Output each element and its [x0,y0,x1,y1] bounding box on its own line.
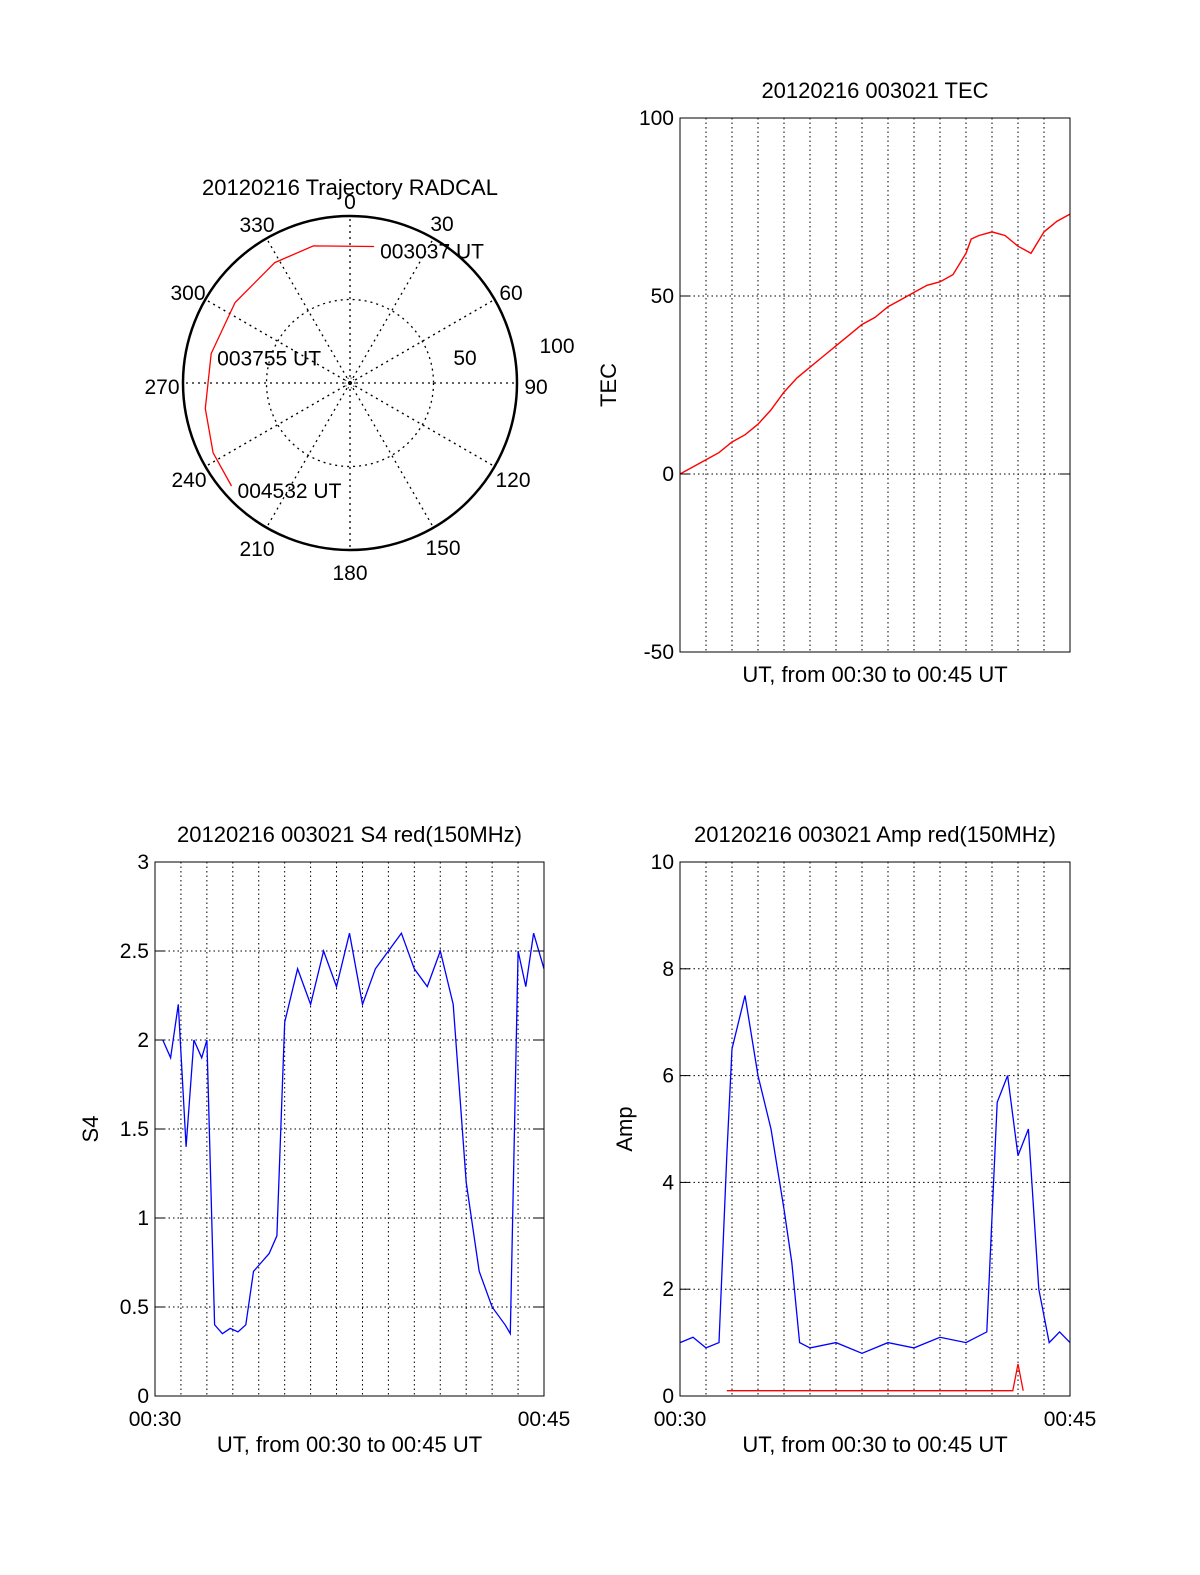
y-tick-label: -50 [644,641,674,664]
y-axis-label: S4 [78,1116,103,1143]
x-tick-label: 00:45 [1044,1408,1097,1431]
polar-spoke [349,382,495,468]
polar-spoke [265,238,351,384]
x-axis-label: UT, from 00:30 to 00:45 UT [742,1432,1007,1457]
polar-angle-label: 240 [171,469,206,492]
amp-line-chart: 20120216 003021 Amp red(150MHz) 0 2 4 6 8 10 00… [612,822,1096,1457]
y-tick-label: 8 [662,958,674,981]
x-tick-label: 00:30 [654,1408,707,1431]
y-tick-label: 0 [137,1385,149,1408]
series-line [679,213,1071,475]
trajectory-time-label: 004532 UT [238,480,342,503]
polar-spoke [265,382,351,528]
polar-angle-label: 0 [344,191,356,214]
y-tick-label: 6 [662,1065,674,1088]
polar-spoke [205,382,351,468]
series-line [679,995,1071,1355]
x-tick-label: 00:30 [129,1408,182,1431]
x-axis-label: UT, from 00:30 to 00:45 UT [217,1432,482,1457]
y-tick-label: 10 [651,851,674,874]
trajectory-series-line [204,245,375,487]
y-tick-label: 50 [651,285,674,308]
x-tick-label: 00:45 [518,1408,571,1431]
chart-title: 20120216 003021 Amp red(150MHz) [694,822,1056,847]
plot-frame [679,117,1071,653]
polar-spoke [349,382,435,528]
chart-title: 20120216 003021 TEC [761,78,988,103]
polar-angle-label: 270 [144,376,179,399]
y-tick-label: 0.5 [120,1296,149,1319]
polar-angle-label: 60 [499,282,522,305]
y-axis-label: TEC [596,363,621,407]
polar-angle-label: 30 [430,213,453,236]
y-tick-label: 2 [662,1278,674,1301]
y-axis-label: Amp [612,1106,637,1151]
x-axis-label: UT, from 00:30 to 00:45 UT [742,662,1007,687]
s4-line-chart: 20120216 003021 S4 red(150MHz) 0 0.5 1 1.5 2 2… [78,822,570,1457]
polar-angle-label: 90 [524,376,547,399]
y-tick-label: 100 [639,107,674,130]
series-line [726,1363,1024,1392]
y-tick-label: 0 [662,1385,674,1408]
y-tick-label: 2.5 [120,940,149,963]
y-tick-label: 0 [662,463,674,486]
y-tick-label: 1 [137,1207,149,1230]
polar-outer-circle [181,214,519,552]
polar-angle-label: 300 [170,282,205,305]
trajectory-time-label: 003755 UT [217,347,321,370]
polar-center [344,377,356,389]
polar-radius-label: 100 [539,335,574,358]
chart-title: 20120216 003021 S4 red(150MHz) [177,822,522,847]
y-tick-label: 3 [137,851,149,874]
polar-inner-circle [265,298,435,468]
polar-angle-label: 210 [239,538,274,561]
polar-spoke [349,238,435,384]
plot-frame [679,861,1071,1397]
polar-spoke [349,298,495,384]
y-tick-label: 1.5 [120,1118,149,1141]
polar-angle-label: 120 [495,469,530,492]
polar-angle-label: 180 [332,562,367,585]
y-tick-label: 4 [662,1171,674,1194]
polar-radius-label: 50 [453,347,476,370]
chart-title: 20120216 Trajectory RADCAL [202,175,498,200]
series-line [162,931,545,1337]
trajectory-time-label: 003037 UT [380,240,484,263]
tec-line-chart: 20120216 003021 TEC -50 0 50 100 UT, from 00:… [596,78,1071,687]
y-tick-label: 2 [137,1029,149,1052]
polar-angle-label: 330 [239,214,274,237]
polar-angle-label: 150 [425,537,460,560]
